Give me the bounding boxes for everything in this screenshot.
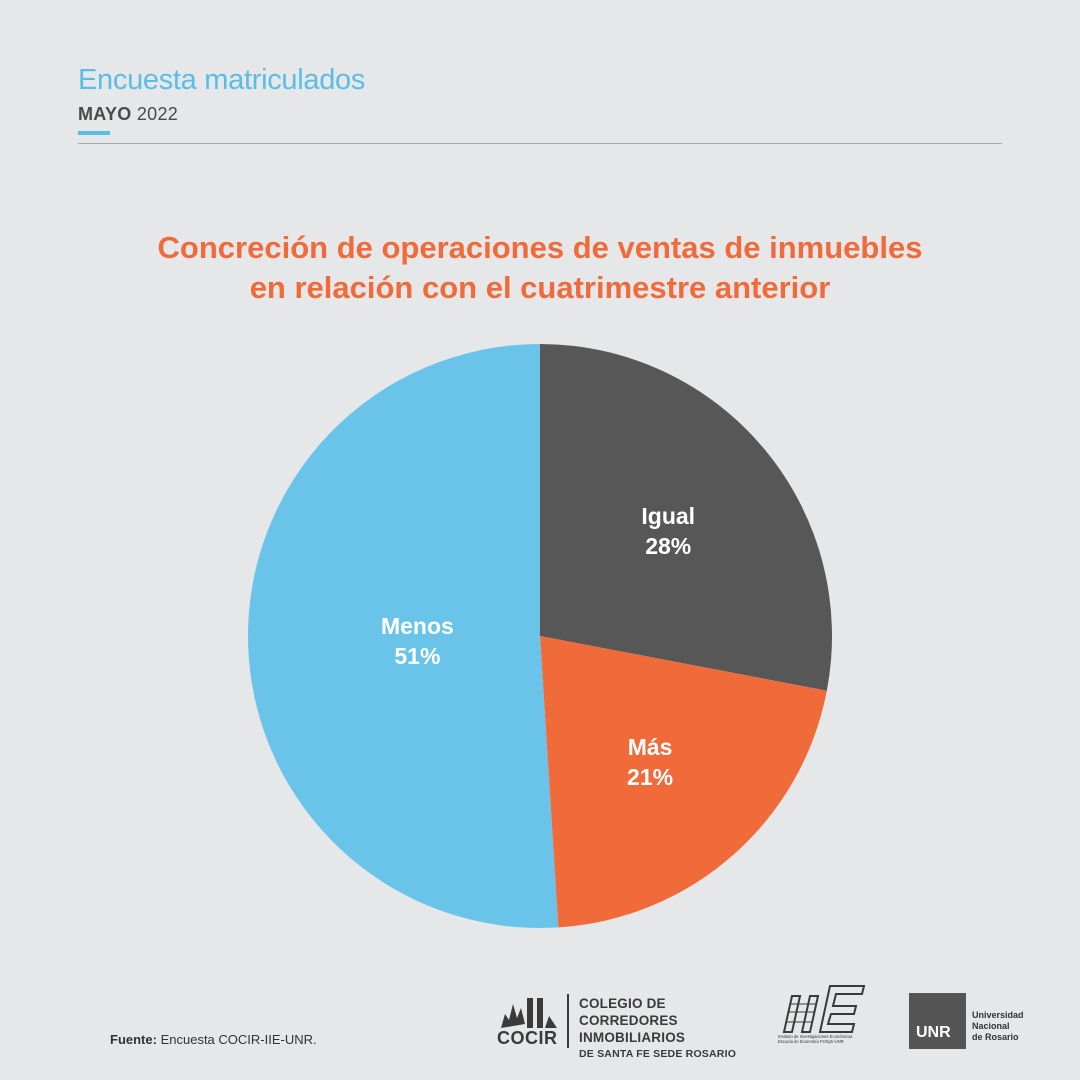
unr-name-line-2: Nacional [972, 1021, 1010, 1031]
survey-year: 2022 [136, 104, 179, 124]
cocir-name: COLEGIO DE CORREDORES INMOBILIARIOS DE S… [579, 995, 747, 1063]
cocir-name-line-2: INMOBILIARIOS [579, 1030, 686, 1045]
cocir-wordmark: COCIR [497, 1028, 558, 1048]
slice-value-mas: 21% [627, 764, 673, 790]
survey-date: MAYO 2022 [78, 104, 178, 125]
chart-title-line-2: en relación con el cuatrimestre anterior [249, 270, 831, 305]
survey-title: Encuesta matriculados [78, 64, 366, 96]
cocir-divider [567, 994, 569, 1048]
iie-name-line-2: Escuela de Economía FCEyE-UNR [778, 1039, 844, 1044]
pie-slice-menos [248, 344, 559, 928]
unr-wordmark: UNR [916, 1024, 951, 1041]
chart-title: Concreción de operaciones de ventas de i… [90, 228, 990, 308]
slice-value-igual: 28% [645, 533, 691, 559]
cocir-name-line-1: COLEGIO DE CORREDORES [579, 996, 678, 1028]
unr-name-line-1: Universidad [972, 1010, 1024, 1020]
iie-emblem-icon [782, 985, 866, 1033]
unr-name-line-3: de Rosario [972, 1032, 1019, 1042]
survey-month: MAYO [78, 104, 132, 124]
cocir-emblem-icon [501, 998, 557, 1028]
unr-emblem: UNR [909, 993, 966, 1049]
cocir-name-line-3: DE SANTA FE SEDE ROSARIO [579, 1048, 737, 1060]
pie-slice-igual [540, 344, 832, 691]
slice-label-menos: Menos [381, 613, 454, 639]
slice-label-igual: Igual [641, 503, 695, 529]
slice-value-menos: 51% [394, 643, 440, 669]
chart-title-line-1: Concreción de operaciones de ventas de i… [157, 230, 923, 265]
accent-bar [78, 131, 110, 135]
iie-name-line-1: Instituto de Investigaciones Económicas [778, 1034, 853, 1039]
header-divider [78, 143, 1002, 144]
iie-name: Instituto de Investigaciones Económicas … [778, 1034, 874, 1044]
unr-logo: UNR Universidad Nacional de Rosario [909, 993, 1039, 1049]
iie-logo: Instituto de Investigaciones Económicas … [778, 982, 870, 1048]
source-label: Fuente: [110, 1032, 157, 1047]
unr-name: Universidad Nacional de Rosario [972, 1010, 1024, 1043]
pie-slice-mas [540, 636, 827, 928]
source-note: Fuente: Encuesta COCIR-IIE-UNR. [110, 1032, 317, 1047]
slice-label-mas: Más [628, 734, 673, 760]
source-text: Encuesta COCIR-IIE-UNR. [160, 1032, 317, 1047]
cocir-logo: COCIR COLEGIO DE CORREDORES INMOBILIARIO… [497, 992, 747, 1060]
